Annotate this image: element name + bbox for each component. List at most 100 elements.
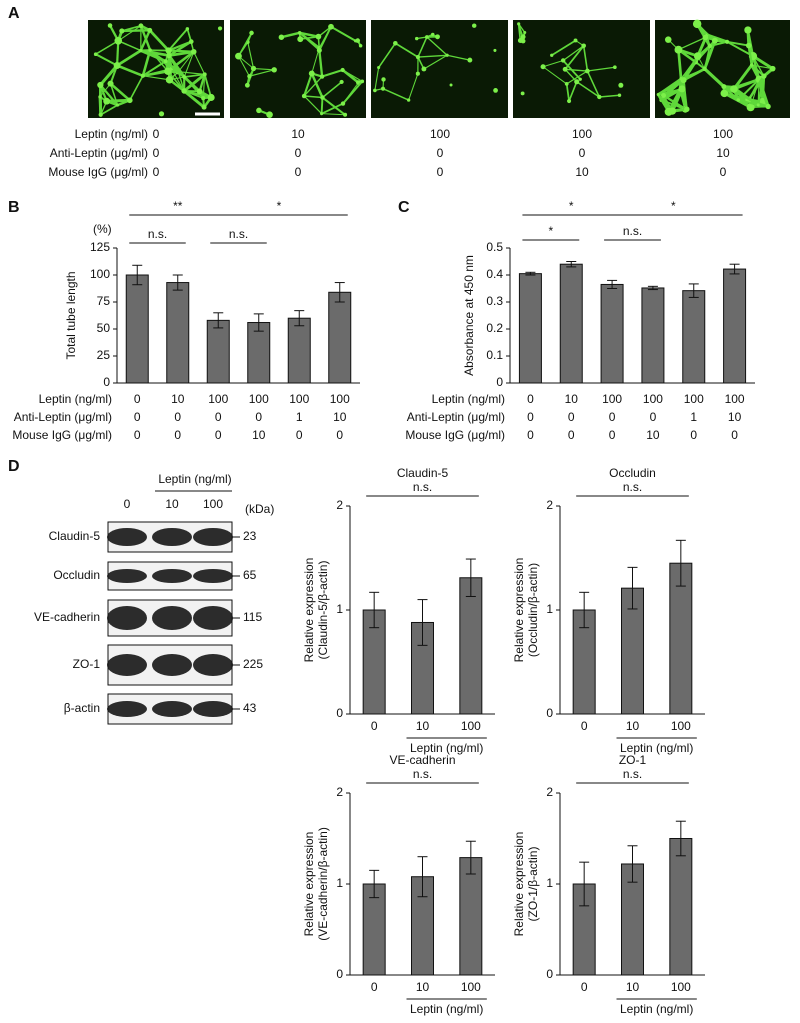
x-tick-label: 100 bbox=[461, 980, 481, 994]
condition-label: Leptin (ng/ml) bbox=[432, 392, 505, 406]
tube bbox=[426, 36, 448, 56]
condition-value: 10 bbox=[716, 146, 730, 160]
node bbox=[115, 103, 120, 107]
condition-value: 0 bbox=[527, 410, 534, 424]
node bbox=[93, 52, 98, 57]
tube bbox=[733, 87, 759, 106]
node bbox=[166, 52, 172, 59]
condition-value: 10 bbox=[565, 392, 579, 406]
condition-value: 0 bbox=[731, 428, 738, 442]
node bbox=[736, 98, 741, 102]
tube bbox=[732, 64, 753, 90]
node bbox=[114, 37, 123, 45]
condition-value: 10 bbox=[646, 428, 660, 442]
significance-label: n.s. bbox=[413, 767, 432, 781]
kda-label: 225 bbox=[243, 657, 263, 671]
condition-value: 0 bbox=[153, 165, 160, 179]
node bbox=[567, 98, 572, 104]
y-axis-label: Absorbance at 450 nm bbox=[462, 255, 476, 376]
tube bbox=[320, 97, 324, 114]
node bbox=[107, 80, 114, 87]
node bbox=[520, 38, 526, 44]
condition-value: 0 bbox=[720, 165, 727, 179]
node bbox=[618, 82, 624, 88]
node bbox=[540, 64, 546, 70]
node bbox=[585, 68, 590, 74]
node bbox=[235, 52, 242, 60]
y-tick-label: 2 bbox=[546, 498, 553, 512]
node bbox=[493, 88, 498, 93]
condition-value: 1 bbox=[690, 410, 697, 424]
condition-value: 100 bbox=[572, 127, 592, 141]
node bbox=[377, 65, 381, 70]
node bbox=[201, 104, 207, 110]
y-tick-label: 0 bbox=[546, 706, 553, 720]
y-axis-label: Relative expression bbox=[512, 832, 526, 937]
node bbox=[449, 83, 453, 87]
tube bbox=[100, 104, 118, 116]
condition-value: 10 bbox=[252, 428, 266, 442]
condition-value: 0 bbox=[174, 428, 181, 442]
node bbox=[140, 73, 145, 78]
micrograph bbox=[371, 20, 508, 118]
node bbox=[421, 66, 427, 72]
condition-value: 10 bbox=[171, 392, 185, 406]
x-tick-label: 0 bbox=[581, 719, 588, 733]
protein-label: Claudin-5 bbox=[49, 529, 101, 543]
node bbox=[340, 67, 345, 73]
tube bbox=[183, 51, 195, 78]
condition-value: 100 bbox=[208, 392, 228, 406]
tube bbox=[115, 40, 120, 66]
node bbox=[188, 39, 194, 44]
x-tick-label: 100 bbox=[671, 719, 691, 733]
node bbox=[680, 77, 687, 84]
tube bbox=[106, 98, 130, 103]
node bbox=[517, 22, 521, 26]
tube bbox=[562, 45, 585, 61]
lane-label: 100 bbox=[203, 497, 223, 511]
kda-label: 43 bbox=[243, 701, 257, 715]
bar bbox=[287, 317, 311, 384]
node bbox=[668, 107, 677, 115]
node bbox=[343, 112, 348, 117]
node bbox=[761, 73, 767, 79]
tube bbox=[576, 81, 600, 98]
x-tick-label: 0 bbox=[371, 719, 378, 733]
panel-label: A bbox=[8, 5, 20, 22]
node bbox=[523, 31, 527, 35]
y-tick-label: 50 bbox=[97, 321, 111, 335]
node bbox=[431, 32, 435, 37]
tube bbox=[330, 25, 357, 42]
node bbox=[98, 95, 102, 99]
band bbox=[193, 701, 233, 717]
node bbox=[98, 112, 103, 117]
node bbox=[207, 93, 215, 102]
tube bbox=[178, 71, 205, 75]
node bbox=[678, 85, 686, 93]
condition-value: 0 bbox=[153, 146, 160, 160]
protein-label: Occludin bbox=[53, 568, 100, 582]
kda-label: 65 bbox=[243, 568, 257, 582]
band bbox=[107, 701, 147, 717]
chart-title: Claudin-5 bbox=[397, 466, 449, 480]
tube bbox=[751, 64, 773, 70]
tube bbox=[568, 81, 578, 102]
tube bbox=[129, 75, 144, 101]
condition-value: 0 bbox=[336, 428, 343, 442]
condition-value: 100 bbox=[602, 392, 622, 406]
bar bbox=[459, 577, 483, 715]
significance-label: n.s. bbox=[229, 227, 248, 241]
band bbox=[107, 654, 147, 676]
tube bbox=[249, 69, 275, 77]
condition-value: 0 bbox=[134, 410, 141, 424]
tube bbox=[374, 67, 380, 91]
node bbox=[745, 42, 752, 49]
condition-value: 0 bbox=[296, 428, 303, 442]
tube bbox=[321, 102, 344, 115]
tube bbox=[703, 67, 725, 88]
condition-value: 0 bbox=[215, 428, 222, 442]
y-tick-label: 2 bbox=[546, 785, 553, 799]
chart-title: VE-cadherin bbox=[389, 753, 455, 767]
bar bbox=[518, 273, 542, 384]
significance-label: * bbox=[277, 199, 282, 213]
